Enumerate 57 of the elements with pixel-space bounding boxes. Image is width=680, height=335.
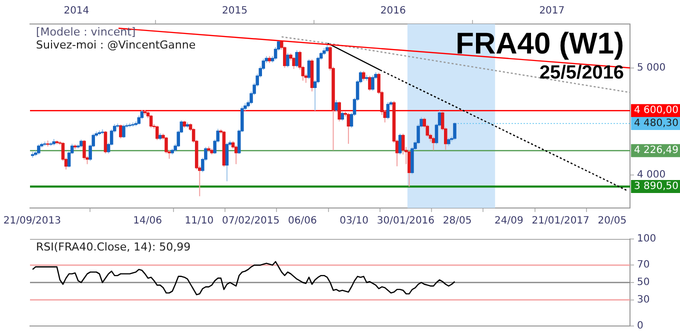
candlestick <box>398 133 402 156</box>
candlestick <box>334 99 338 112</box>
ref-line-label: 3 890,50 <box>634 181 679 192</box>
y-tick-label: 4 000 <box>637 169 666 180</box>
x-tick-label: 07/02/2015 <box>222 216 280 227</box>
annotation: Suivez-moi : @VincentGanne <box>36 38 196 52</box>
text: 25/5/2016 <box>539 62 624 84</box>
y-tick-label: 5 000 <box>637 62 666 74</box>
x-tick-label: 30/01/2016 <box>376 216 435 227</box>
x-tick-label: 14/06 <box>133 216 162 227</box>
candlestick <box>307 58 311 80</box>
annotation: [Modele : vincent] <box>36 25 136 38</box>
y-tick-label: 0 <box>637 320 644 332</box>
candlestick <box>155 125 159 141</box>
candlestick <box>346 112 350 144</box>
y-tick-label: 30 <box>637 294 650 306</box>
chart-title: RSI(FRA40.Close, 14): 50,99 <box>36 240 191 254</box>
x-tick-label: 28/05 <box>442 216 472 227</box>
x-tick-label: 11/10 <box>184 216 214 227</box>
candlestick <box>104 130 108 154</box>
candlestick <box>292 56 296 70</box>
candlestick <box>225 142 229 182</box>
candlestick <box>338 101 341 122</box>
x2-tick-label: 2014 <box>64 6 90 17</box>
candlestick <box>234 144 238 165</box>
y-tick-label: 50 <box>637 277 650 288</box>
candlestick <box>340 110 344 122</box>
x2-tick-label: 2017 <box>539 6 565 17</box>
ref-line-label: 4 226,49 <box>634 145 679 156</box>
x-tick-label: 03/10 <box>340 216 368 227</box>
candlestick <box>386 102 390 120</box>
x-tick-label: 24/09 <box>494 216 524 227</box>
x-tick-label: 21/09/2013 <box>3 216 61 227</box>
text: 4 480,30 <box>634 118 679 130</box>
candlestick <box>283 46 286 68</box>
candlestick <box>119 124 122 139</box>
candlestick <box>295 50 298 68</box>
chart-title: FRA40 (W1) <box>456 27 624 60</box>
candlestick <box>408 150 411 188</box>
candlestick <box>286 52 290 68</box>
candlestick <box>149 114 153 128</box>
candlestick <box>37 144 40 156</box>
x2-tick-label: 2015 <box>222 6 248 17</box>
candlestick <box>371 74 374 92</box>
x-tick-label: 21/01/2017 <box>532 216 590 227</box>
x-tick-label: 06/06 <box>288 216 317 227</box>
x-tick-label: 20/05 <box>598 216 627 227</box>
x2-tick-label: 2016 <box>380 6 406 17</box>
candlestick <box>432 136 436 151</box>
candlestick <box>362 70 366 82</box>
y-tick-label: 70 <box>637 260 650 271</box>
candlestick <box>82 140 86 160</box>
candlestick <box>122 124 126 138</box>
y-tick-label: 100 <box>637 234 656 245</box>
candlestick <box>368 75 372 92</box>
ref-line-label: 4 600,00 <box>634 105 679 116</box>
candlestick <box>453 122 456 141</box>
